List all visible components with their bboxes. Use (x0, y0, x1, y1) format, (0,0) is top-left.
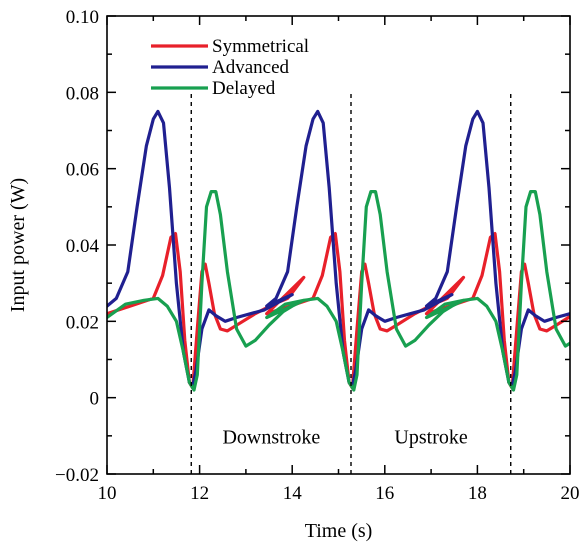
y-tick-label: 0.06 (66, 160, 99, 181)
annotation-upstroke: Upstroke (394, 426, 467, 448)
x-axis-title: Time (s) (305, 520, 373, 542)
x-tick-label: 10 (98, 483, 117, 504)
y-tick-label: 0.10 (66, 7, 99, 28)
plot-area (106, 15, 571, 475)
annotations: Downstroke Upstroke (222, 426, 467, 448)
legend-label-advanced: Advanced (212, 57, 290, 78)
y-axis-title: Input power (W) (7, 178, 29, 312)
y-tick-label: 0.04 (66, 236, 100, 257)
series-line-symmetrical (107, 232, 570, 390)
x-tick-label: 14 (283, 483, 303, 504)
y-tick-label: 0 (90, 389, 100, 410)
legend-label-symmetrical: Symmetrical (212, 36, 309, 57)
x-tick-label: 20 (561, 483, 580, 504)
series-line-delayed (107, 190, 570, 392)
annotation-downstroke: Downstroke (222, 426, 320, 448)
x-tick-label: 16 (375, 483, 394, 504)
y-tick-labels: −0.02 0 0.02 0.04 0.06 0.08 0.10 (55, 7, 99, 486)
x-tick-label: 12 (190, 483, 209, 504)
y-tick-label: 0.08 (66, 83, 99, 104)
y-tick-label: 0.02 (66, 312, 99, 333)
series-line-advanced (107, 109, 570, 388)
series-layer (107, 109, 570, 392)
x-tick-label: 18 (468, 483, 487, 504)
x-tick-labels: 10 12 14 16 18 20 (98, 483, 580, 504)
legend-label-delayed: Delayed (212, 78, 276, 99)
y-tick-label: −0.02 (55, 465, 99, 486)
vertical-markers (190, 94, 512, 474)
axis-ticks (106, 15, 571, 475)
